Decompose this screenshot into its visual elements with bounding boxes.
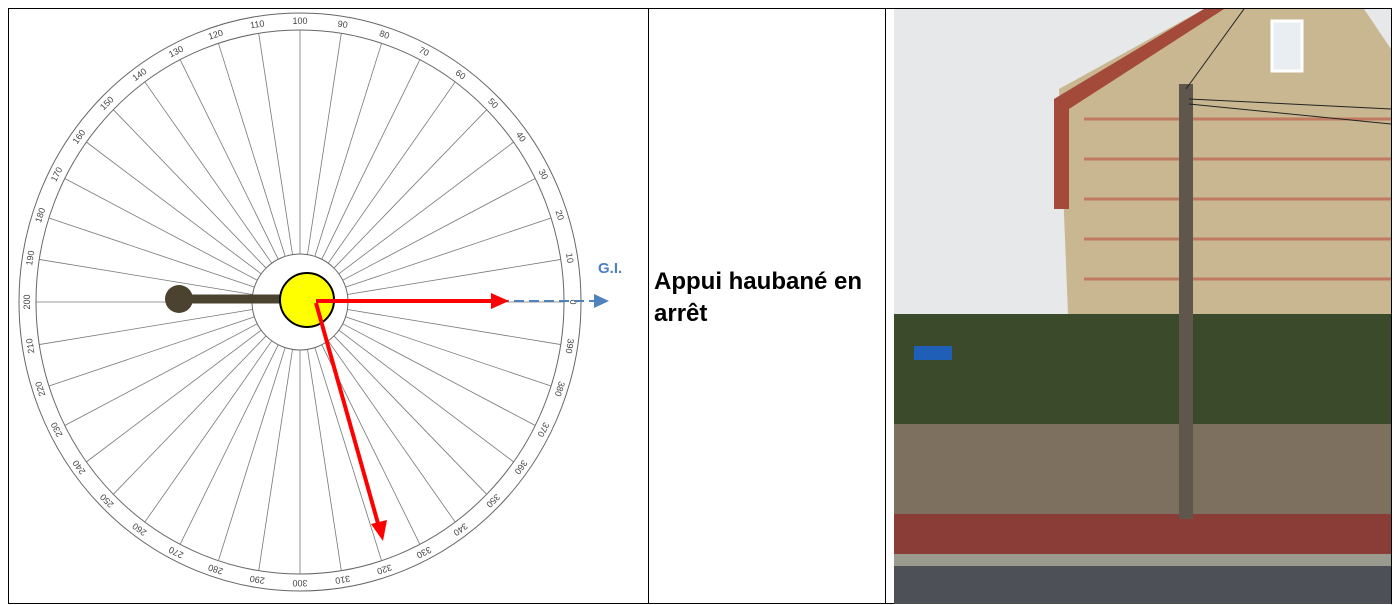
spoke bbox=[218, 348, 285, 561]
dial-label: 120 bbox=[207, 28, 224, 42]
dial-label: 140 bbox=[130, 66, 148, 83]
spoke bbox=[308, 33, 342, 254]
dial-label: 40 bbox=[514, 130, 528, 144]
dial-label: 10 bbox=[564, 252, 575, 263]
dial-label: 240 bbox=[71, 458, 88, 476]
dial-label: 320 bbox=[376, 562, 393, 576]
dial-label: 310 bbox=[335, 574, 351, 586]
dial-label: 160 bbox=[71, 128, 88, 146]
spoke bbox=[315, 348, 382, 561]
dial-label: 100 bbox=[292, 16, 307, 26]
description: Appui haubané en arrêt bbox=[654, 266, 874, 330]
spoke bbox=[347, 259, 560, 294]
spoke bbox=[347, 310, 560, 345]
dial-label: 380 bbox=[553, 380, 567, 397]
dial-label: 110 bbox=[249, 18, 265, 30]
dial-label: 340 bbox=[452, 521, 470, 538]
spoke bbox=[315, 43, 382, 256]
guy-anchor bbox=[165, 285, 193, 313]
dial-label: 60 bbox=[454, 68, 468, 82]
spoke bbox=[346, 317, 551, 386]
dial-label: 220 bbox=[33, 380, 47, 397]
gi-arrowhead bbox=[594, 294, 609, 308]
spoke bbox=[39, 259, 252, 294]
dial-label: 190 bbox=[24, 250, 36, 266]
dial-label: 280 bbox=[207, 562, 224, 576]
spoke bbox=[145, 341, 272, 522]
spoke bbox=[86, 330, 261, 462]
dial-label: 360 bbox=[513, 458, 530, 476]
dial-label: 20 bbox=[553, 209, 566, 222]
spoke bbox=[328, 341, 455, 522]
spoke bbox=[259, 349, 293, 570]
spoke bbox=[346, 218, 551, 287]
dial-label: 90 bbox=[337, 19, 348, 30]
dial-label: 390 bbox=[564, 338, 576, 354]
spoke bbox=[49, 317, 254, 386]
spoke bbox=[49, 218, 254, 287]
gi-label: G.I. bbox=[598, 260, 622, 277]
dial-label: 210 bbox=[24, 338, 36, 354]
dial-label: 80 bbox=[378, 28, 391, 41]
spoke bbox=[259, 33, 293, 254]
spoke bbox=[308, 349, 342, 570]
dial-label: 180 bbox=[33, 206, 47, 223]
spoke bbox=[339, 330, 514, 462]
spoke bbox=[218, 43, 285, 256]
spoke bbox=[145, 82, 272, 263]
spoke bbox=[86, 142, 261, 274]
dial-label: 290 bbox=[249, 574, 265, 586]
dial-diagram: 0102030405060708090100110120130140150160… bbox=[9, 5, 649, 605]
spoke bbox=[328, 82, 455, 263]
dial-label: 30 bbox=[537, 168, 550, 181]
dial-label: 50 bbox=[486, 96, 500, 110]
arrowhead-2 bbox=[371, 520, 387, 541]
arrowhead-1 bbox=[491, 293, 509, 309]
dial-label: 260 bbox=[130, 521, 148, 538]
page: 0102030405060708090100110120130140150160… bbox=[0, 0, 1399, 605]
spoke bbox=[339, 142, 514, 274]
dial-label: 70 bbox=[417, 45, 430, 58]
photo bbox=[894, 9, 1391, 604]
dial-label: 200 bbox=[22, 294, 32, 309]
dial-label: 300 bbox=[292, 578, 307, 588]
spoke bbox=[39, 310, 252, 345]
